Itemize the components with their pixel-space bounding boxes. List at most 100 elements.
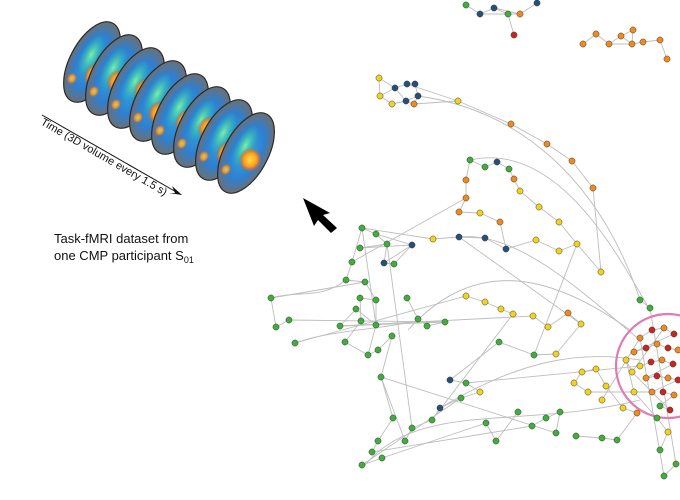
network-edge	[458, 211, 481, 214]
network-edge	[458, 236, 582, 325]
network-edge	[393, 244, 413, 265]
network-node	[372, 230, 380, 238]
network-node	[647, 358, 655, 366]
network-node	[390, 260, 398, 268]
network-node	[510, 31, 518, 39]
network-node	[509, 310, 517, 318]
network-node	[364, 351, 372, 359]
network-edge	[625, 359, 635, 393]
network-edge	[533, 243, 578, 356]
network-edge	[359, 297, 362, 322]
network-edge	[361, 227, 377, 326]
network-edge	[479, 212, 501, 223]
network-edges	[270, 2, 679, 477]
network-node	[414, 92, 422, 100]
network-node	[391, 84, 399, 92]
network-node	[341, 338, 349, 346]
network-node	[462, 194, 470, 202]
network-node	[674, 346, 680, 354]
network-node	[403, 294, 411, 302]
network-edge	[547, 312, 569, 328]
network-edge	[381, 422, 487, 459]
network-node	[670, 330, 678, 338]
network-node	[481, 234, 489, 242]
network-node	[669, 360, 677, 368]
network-edge	[361, 397, 462, 466]
network-node	[628, 368, 636, 376]
network-node	[648, 326, 656, 334]
network-node	[544, 323, 552, 331]
network-edge	[571, 160, 594, 189]
network-node	[674, 376, 680, 384]
network-edge	[361, 227, 434, 240]
network-edge	[575, 435, 603, 439]
network-node	[555, 218, 563, 226]
network-edge	[465, 365, 641, 384]
network-node	[642, 374, 650, 382]
network-node	[455, 208, 463, 216]
flow-arrow	[303, 198, 337, 233]
participant-subscript: 01	[183, 255, 194, 265]
network-edge	[270, 297, 277, 328]
brain-network-graph	[267, 0, 680, 480]
network-node	[377, 373, 385, 381]
network-edge	[413, 100, 459, 105]
network-edge	[351, 197, 467, 263]
hub-highlight-circle	[614, 312, 680, 420]
network-edge	[519, 190, 540, 208]
network-edge	[510, 123, 548, 145]
brain-volume	[217, 112, 275, 194]
network-edge	[538, 206, 560, 223]
network-node	[653, 340, 661, 348]
network-node	[267, 294, 275, 302]
network-node	[602, 382, 610, 390]
network-node	[272, 323, 280, 331]
network-node	[374, 346, 382, 354]
caption-line-1: Task-fMRI dataset from	[54, 231, 189, 246]
network-node	[598, 434, 606, 442]
network-node	[423, 322, 431, 330]
network-node	[598, 396, 606, 404]
network-node	[664, 428, 672, 436]
network-node	[492, 437, 500, 445]
network-node	[493, 158, 501, 166]
network-node	[542, 414, 550, 422]
network-edge	[449, 341, 500, 381]
network-edge	[533, 353, 557, 356]
network-node	[660, 472, 668, 480]
network-node	[368, 448, 376, 456]
network-node	[436, 404, 444, 412]
network-node	[656, 402, 664, 410]
network-node	[455, 233, 463, 241]
network-edge	[386, 243, 413, 429]
network-node	[408, 241, 416, 249]
network-edge	[499, 221, 507, 250]
network-node	[636, 362, 644, 370]
network-edge	[380, 376, 394, 419]
network-node	[605, 40, 613, 48]
network-edge-curve	[270, 279, 347, 299]
network-node	[457, 394, 465, 402]
network-node	[403, 80, 411, 88]
network-node	[505, 165, 513, 173]
network-edge	[659, 39, 668, 60]
network-edge	[546, 143, 573, 162]
network-edge-curve	[407, 280, 631, 331]
network-node	[358, 461, 366, 469]
network-node	[476, 388, 484, 396]
network-edge	[351, 227, 363, 263]
caption-line-2-text: one CMP participant S	[54, 248, 184, 263]
network-node	[533, 0, 541, 7]
network-node	[502, 245, 510, 253]
network-node	[656, 446, 664, 454]
network-edge-curve	[439, 356, 641, 409]
network-edge	[535, 239, 560, 252]
network-node	[666, 406, 674, 414]
network-edge	[344, 341, 369, 356]
network-node	[570, 379, 578, 387]
network-node	[543, 140, 551, 148]
network-node	[528, 422, 536, 430]
network-node	[497, 305, 505, 313]
network-node	[630, 388, 638, 396]
